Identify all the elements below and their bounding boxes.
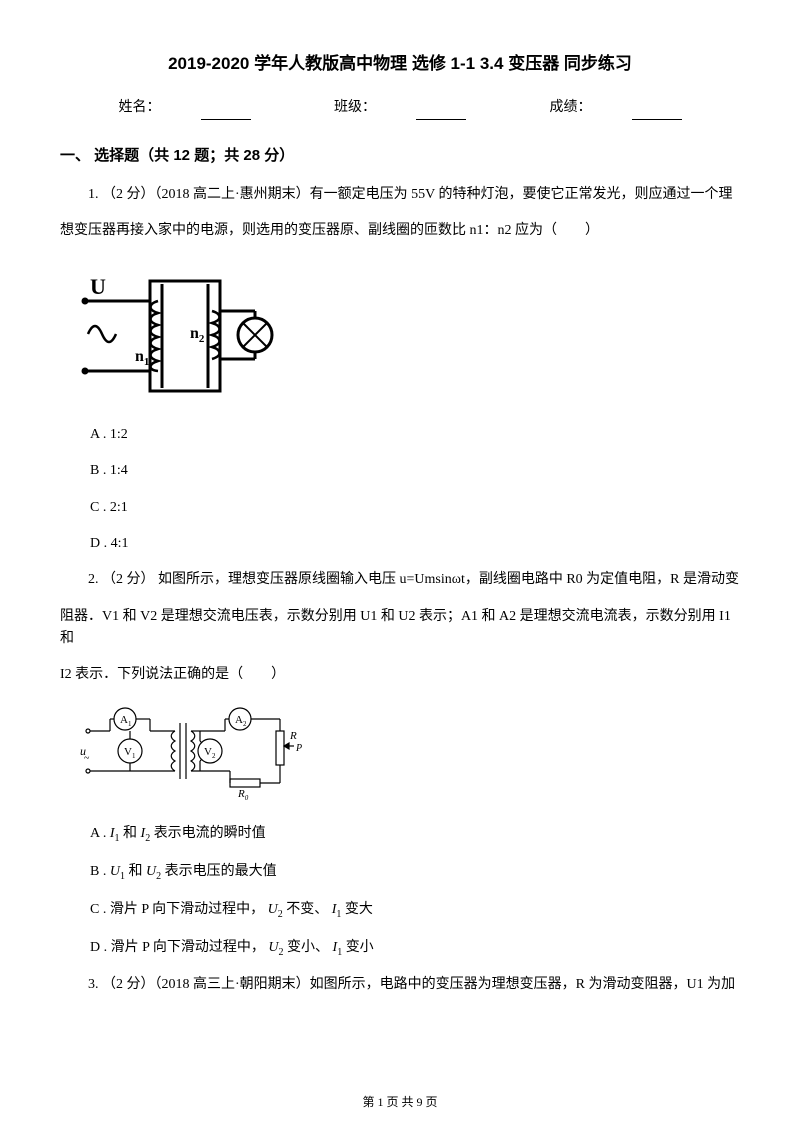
- q1-stem-line2: 想变压器再接入家中的电源，则选用的变压器原、副线圈的匝数比 n1：n2 应为（ …: [60, 220, 740, 242]
- class-field: 班级：: [314, 100, 486, 115]
- svg-text:~: ~: [84, 753, 90, 764]
- svg-text:n1: n1: [135, 348, 149, 368]
- page-footer: 第 1 页 共 9 页: [0, 1093, 800, 1112]
- q2-option-b: B . U1 和 U2 表示电压的最大值: [90, 861, 740, 885]
- svg-text:V1: V1: [124, 746, 136, 760]
- name-field: 姓名：: [99, 100, 271, 115]
- q2-diagram: u ~ A1 A2 V1 V2 R P R0: [80, 701, 740, 809]
- q2-option-a: A . I1 和 I2 表示电流的瞬时值: [90, 823, 740, 847]
- score-field: 成绩：: [530, 100, 702, 115]
- svg-text:A2: A2: [235, 714, 247, 728]
- q1-option-b: B . 1:4: [90, 460, 740, 482]
- q2-option-d: D . 滑片 P 向下滑动过程中， U2 变小、 I1 变小: [90, 937, 740, 961]
- q1-stem-line1: 1. （2 分）（2018 高二上·惠州期末）有一额定电压为 55V 的特种灯泡…: [60, 184, 740, 206]
- section-header: 一、 选择题（共 12 题；共 28 分）: [60, 144, 740, 168]
- q1-option-d: D . 4:1: [90, 533, 740, 555]
- svg-text:U: U: [90, 274, 106, 299]
- q2-stem-line2: 阻器．V1 和 V2 是理想交流电压表，示数分别用 U1 和 U2 表示；A1 …: [60, 606, 740, 651]
- page-title: 2019-2020 学年人教版高中物理 选修 1-1 3.4 变压器 同步练习: [60, 50, 740, 77]
- q1-option-a: A . 1:2: [90, 424, 740, 446]
- svg-text:R: R: [289, 730, 297, 742]
- svg-text:n2: n2: [190, 325, 205, 345]
- q2-stem-line1: 2. （2 分） 如图所示，理想变压器原线圈输入电压 u=Umsinωt，副线圈…: [60, 569, 740, 591]
- q1-diagram: U n1 n2: [80, 256, 740, 409]
- svg-text:V2: V2: [204, 746, 216, 760]
- q1-option-c: C . 2:1: [90, 497, 740, 519]
- q2-stem-line3: I2 表示．下列说法正确的是（ ）: [60, 664, 740, 686]
- info-row: 姓名： 班级： 成绩：: [60, 97, 740, 119]
- svg-text:R0: R0: [237, 788, 249, 801]
- svg-text:A1: A1: [120, 714, 132, 728]
- q2-option-c: C . 滑片 P 向下滑动过程中， U2 不变、 I1 变大: [90, 899, 740, 923]
- q3-stem-line1: 3. （2 分）（2018 高三上·朝阳期末）如图所示，电路中的变压器为理想变压…: [60, 974, 740, 996]
- svg-text:P: P: [295, 743, 302, 754]
